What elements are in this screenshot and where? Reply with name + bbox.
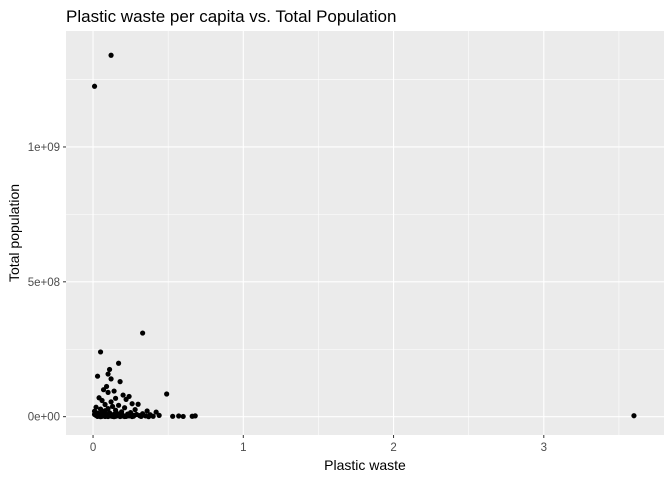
data-point bbox=[129, 413, 135, 420]
data-point bbox=[144, 408, 150, 414]
x-tick-label: 1 bbox=[240, 442, 246, 454]
y-axis: 0e+00 5e+08 1e+09 bbox=[28, 142, 66, 424]
data-point bbox=[150, 413, 156, 419]
data-point bbox=[99, 397, 105, 404]
x-tick-label: 2 bbox=[390, 442, 396, 454]
chart-title: Plastic waste per capita vs. Total Popul… bbox=[66, 7, 396, 26]
data-point bbox=[631, 413, 637, 419]
data-point bbox=[121, 405, 128, 411]
data-point bbox=[153, 409, 159, 415]
data-point bbox=[123, 396, 129, 403]
plot-panel bbox=[66, 31, 664, 435]
data-point bbox=[132, 407, 138, 413]
data-point bbox=[115, 402, 122, 408]
x-tick-label: 3 bbox=[541, 442, 547, 454]
data-point bbox=[91, 83, 98, 89]
x-axis-title: Plastic waste bbox=[324, 457, 406, 473]
data-point bbox=[170, 413, 176, 419]
data-point bbox=[93, 404, 99, 410]
data-point bbox=[105, 389, 111, 395]
data-point bbox=[94, 373, 101, 379]
data-point bbox=[121, 413, 128, 420]
data-point bbox=[120, 392, 126, 398]
x-tick-label: 0 bbox=[90, 442, 96, 454]
data-point bbox=[176, 413, 182, 419]
data-point bbox=[117, 413, 123, 420]
y-tick-label: 1e+09 bbox=[28, 142, 60, 154]
data-point bbox=[135, 401, 141, 407]
data-point bbox=[140, 330, 146, 336]
data-point bbox=[164, 391, 170, 397]
major-gridlines bbox=[66, 31, 664, 435]
data-point bbox=[108, 52, 114, 58]
y-tick-label: 5e+08 bbox=[28, 277, 60, 289]
data-point bbox=[108, 376, 114, 382]
data-point bbox=[102, 401, 108, 408]
data-point bbox=[97, 414, 104, 420]
data-point bbox=[115, 360, 122, 366]
data-point bbox=[156, 412, 162, 418]
data-point bbox=[111, 414, 117, 420]
data-point bbox=[100, 387, 107, 393]
data-point bbox=[111, 388, 117, 394]
data-point bbox=[105, 413, 111, 420]
data-point bbox=[192, 413, 198, 419]
data-points bbox=[91, 52, 637, 420]
data-point bbox=[117, 379, 123, 385]
data-point bbox=[180, 413, 186, 420]
data-point bbox=[97, 349, 104, 355]
data-point bbox=[106, 366, 113, 373]
data-point bbox=[138, 413, 144, 420]
minor-gridlines bbox=[66, 31, 664, 435]
data-point bbox=[105, 371, 111, 377]
x-axis: 0 1 2 3 bbox=[90, 435, 547, 454]
y-tick-label: 0e+00 bbox=[28, 412, 60, 424]
data-point bbox=[109, 403, 116, 410]
y-axis-title: Total population bbox=[6, 184, 22, 282]
data-point bbox=[112, 395, 119, 401]
data-point bbox=[129, 401, 135, 407]
data-point bbox=[108, 399, 114, 405]
data-point bbox=[146, 414, 152, 420]
